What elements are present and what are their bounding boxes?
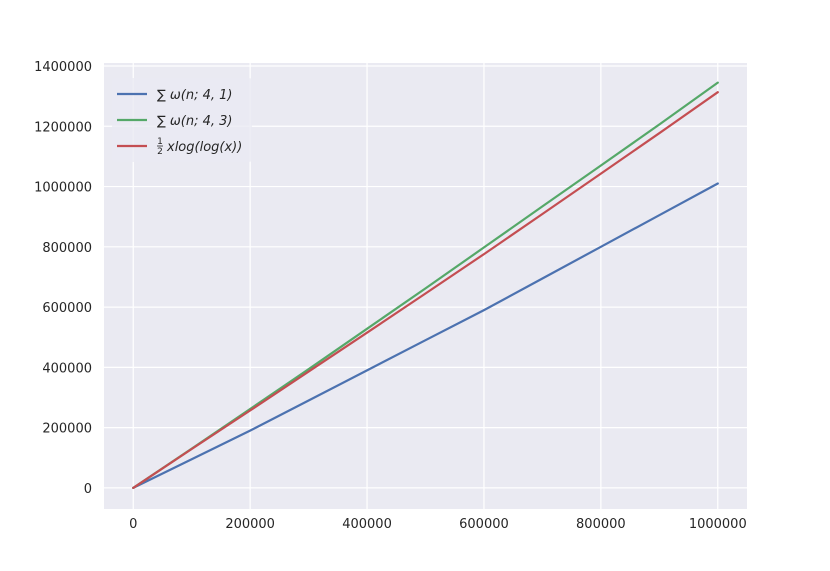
legend-label-2: ∑ ω(n; 4, 3) xyxy=(157,114,232,129)
x-tick-label: 400000 xyxy=(342,517,392,532)
y-axis-tick-labels: 0 200000 400000 600000 800000 1000000 1200000 1… xyxy=(34,60,92,497)
y-tick-label: 1400000 xyxy=(34,60,92,75)
x-tick-label: 0 xyxy=(129,517,137,532)
y-tick-label: 1200000 xyxy=(34,120,92,135)
legend-label-3: xlog(log(x)) xyxy=(166,140,242,155)
y-tick-label: 600000 xyxy=(42,301,92,316)
legend-label-1: ∑ ω(n; 4, 1) xyxy=(157,88,232,103)
series-lines xyxy=(132,81,719,489)
x-tick-label: 800000 xyxy=(576,517,626,532)
y-tick-label: 1000000 xyxy=(34,181,92,196)
legend-box xyxy=(112,78,252,162)
series-line-1 xyxy=(132,182,719,489)
x-tick-label: 600000 xyxy=(459,517,509,532)
legend-fraction-denominator: 2 xyxy=(157,147,163,157)
y-tick-label: 800000 xyxy=(42,241,92,256)
y-tick-label: 400000 xyxy=(42,361,92,376)
series-line-3 xyxy=(132,91,719,489)
x-tick-label: 1000000 xyxy=(689,517,747,532)
legend-fraction: 12 xyxy=(157,137,163,157)
x-tick-label: 200000 xyxy=(225,517,275,532)
legend: ∑ ω(n; 4, 1) ∑ ω(n; 4, 3) 12 xlog(log(x)) xyxy=(112,78,252,162)
y-tick-label: 200000 xyxy=(42,422,92,437)
x-axis-tick-labels: 0 200000 400000 600000 800000 1000000 xyxy=(129,517,747,532)
grid-lines xyxy=(104,63,747,509)
legend-fraction-numerator: 1 xyxy=(157,137,163,147)
y-tick-label: 0 xyxy=(84,482,92,497)
